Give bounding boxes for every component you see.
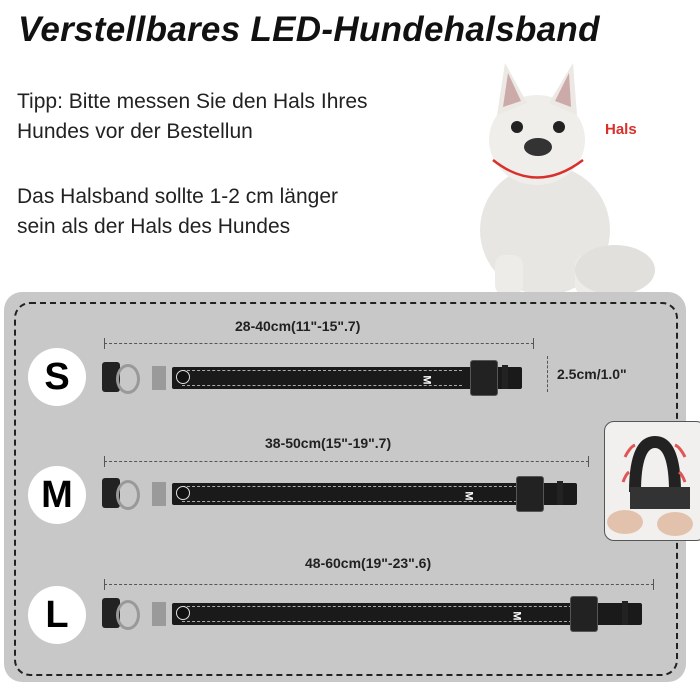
buckle-inset-photo bbox=[604, 421, 700, 541]
collar-m: M bbox=[102, 476, 592, 512]
size-l-dimension-line bbox=[104, 579, 654, 590]
led-button-icon bbox=[176, 606, 190, 620]
size-l-range: 48-60cm(19"-23".6) bbox=[305, 555, 432, 571]
size-badge-m: M bbox=[28, 466, 86, 524]
collar-tag: M bbox=[420, 375, 433, 385]
page-title: Verstellbares LED-Hundehalsband bbox=[18, 10, 600, 49]
neck-arrow-icon bbox=[492, 159, 584, 179]
dog-image bbox=[480, 63, 655, 295]
neck-label: Hals bbox=[605, 121, 637, 138]
led-button-icon bbox=[176, 370, 190, 384]
stretch-arrows-icon bbox=[621, 443, 687, 483]
size-s-dimension-line bbox=[104, 338, 534, 349]
width-label: 2.5cm/1.0" bbox=[557, 366, 627, 382]
tip-line-2: Hundes vor der Bestellun bbox=[17, 120, 253, 143]
size-m-range: 38-50cm(15"-19".7) bbox=[265, 435, 392, 451]
tip-line-1: Tipp: Bitte messen Sie den Hals Ihres bbox=[17, 90, 368, 113]
size-m-dimension-line bbox=[104, 456, 589, 467]
collar-tag: M bbox=[510, 611, 523, 621]
width-dimension-line bbox=[547, 356, 549, 392]
led-button-icon bbox=[176, 486, 190, 500]
note-line-1: Das Halsband sollte 1-2 cm länger bbox=[17, 185, 338, 208]
collar-l: M bbox=[102, 596, 657, 632]
collar-tag: M bbox=[462, 491, 475, 501]
size-badge-s: S bbox=[28, 348, 86, 406]
size-badge-l: L bbox=[28, 586, 86, 644]
note-line-2: sein als der Hals des Hundes bbox=[17, 215, 291, 238]
collar-s: M bbox=[102, 360, 537, 396]
size-s-range: 28-40cm(11"-15".7) bbox=[235, 318, 361, 334]
